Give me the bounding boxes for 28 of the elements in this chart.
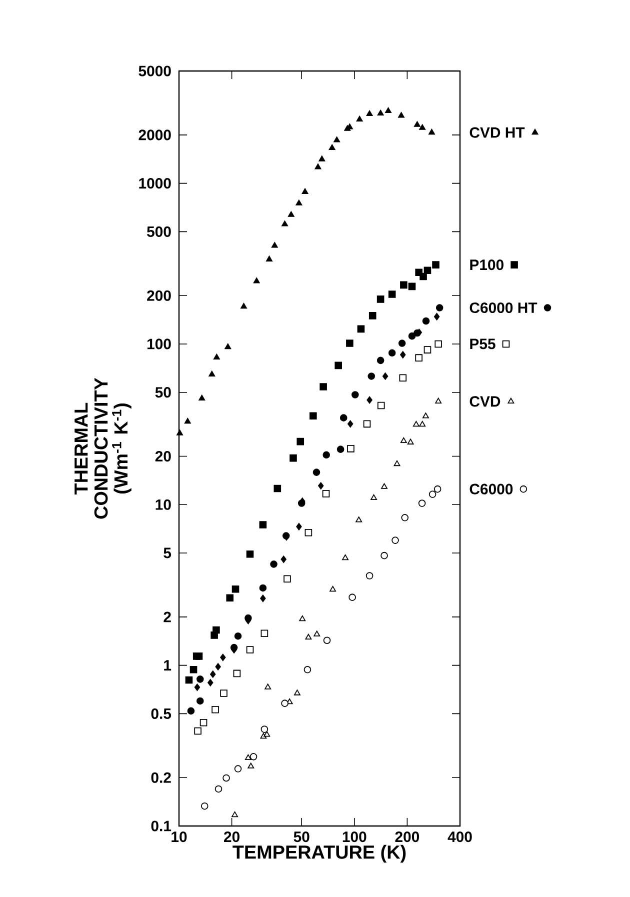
legend-label: C6000	[470, 484, 513, 494]
y-tick-label: 20	[155, 450, 171, 462]
legend-label: C6000 HT	[470, 302, 538, 314]
legend-label: P55	[470, 338, 496, 350]
x-tick-label: 20	[224, 832, 240, 842]
y-tick-label: 5	[164, 548, 172, 558]
y-tick-label: 0.5	[151, 708, 172, 719]
y-tick-label: 0.1	[151, 820, 172, 832]
y-tick-label: 5000	[138, 66, 171, 76]
legend-label: CVD HT	[470, 127, 525, 138]
x-tick-label: 100	[342, 832, 366, 842]
y-tick-label: 1000	[139, 178, 171, 189]
y-tick-label: 100	[147, 338, 171, 350]
legend-label: P100	[470, 260, 504, 270]
y-tick-label: 10	[156, 499, 171, 510]
x-tick-label: 10	[172, 832, 187, 842]
y-tick-label: 200	[147, 290, 171, 301]
x-tick-label: 200	[395, 832, 420, 842]
legend-label: CVD	[470, 396, 500, 407]
y-tick-label: 0.2	[151, 772, 171, 783]
y-tick-label: 500	[147, 226, 171, 237]
x-tick-label: 50	[294, 832, 310, 842]
y-tick-label: 50	[155, 387, 171, 398]
x-tick-label: 400	[448, 832, 472, 842]
y-tick-label: 2000	[138, 130, 171, 140]
x-axis-title: TEMPERATURE (K)	[232, 844, 406, 863]
y-tick-label: 1	[164, 660, 172, 670]
y-tick-label: 2	[164, 612, 171, 622]
